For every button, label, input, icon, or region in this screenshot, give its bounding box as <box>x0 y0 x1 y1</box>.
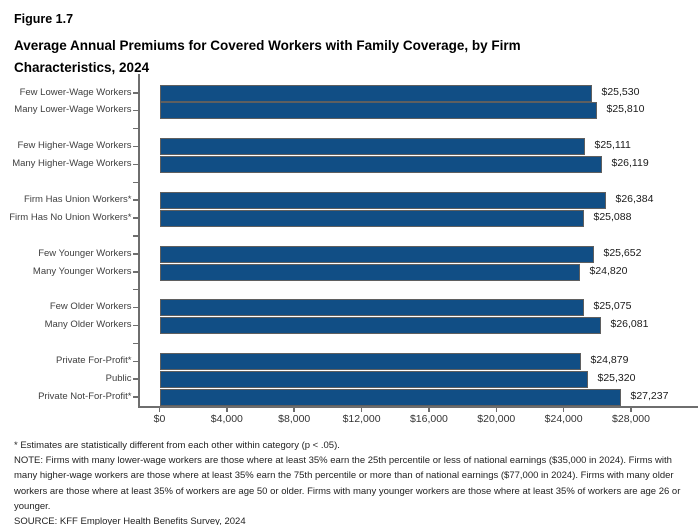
x-axis-tick <box>428 407 430 412</box>
x-axis-tick <box>495 407 498 412</box>
category-label: Private For-Profit* <box>56 355 132 366</box>
footnotes: * Estimates are statistically different … <box>14 438 690 525</box>
category-label: Few Younger Workers <box>38 247 132 259</box>
category-tick <box>132 324 138 327</box>
category-label: Firm Has Union Workers* <box>23 193 132 205</box>
bar <box>159 84 592 102</box>
category-tick <box>132 378 138 380</box>
bar <box>159 209 584 227</box>
value-label: $25,810 <box>606 103 645 116</box>
value-label: $24,820 <box>589 264 628 277</box>
category-label: Public <box>105 372 132 384</box>
x-axis-tick-label: $8,000 <box>278 412 311 425</box>
value-label: $26,384 <box>615 192 654 205</box>
bar <box>159 102 597 120</box>
category-label: Private Not-For-Profit* <box>38 390 132 402</box>
x-axis-tick-label: $28,000 <box>612 412 650 425</box>
value-label: $27,237 <box>630 389 669 402</box>
bar <box>159 245 594 263</box>
x-axis-tick-label: $20,000 <box>477 412 516 425</box>
category-tick <box>132 145 138 148</box>
x-axis-tick <box>630 407 632 412</box>
category-tick <box>132 396 138 398</box>
bar <box>159 388 621 406</box>
bar <box>159 138 585 156</box>
value-label: $25,111 <box>594 139 631 152</box>
bar <box>159 370 588 388</box>
x-axis-tick <box>562 407 565 412</box>
footnote-significance: * Estimates are statistically different … <box>14 440 340 451</box>
x-axis-tick <box>158 407 161 412</box>
x-axis-tick-label: $12,000 <box>342 412 381 425</box>
category-label: Many Higher-Wage Workers <box>12 158 132 170</box>
category-tick <box>132 199 138 201</box>
value-label: $25,652 <box>603 246 642 259</box>
category-tick <box>132 360 138 362</box>
category-label: Many Older Workers <box>44 319 132 331</box>
x-axis-tick <box>293 407 295 412</box>
value-label: $25,320 <box>597 371 636 384</box>
footnote-source: SOURCE: KFF Employer Health Benefits Sur… <box>14 516 246 525</box>
x-axis-tick-label: $0 <box>153 412 166 425</box>
value-label: $25,088 <box>593 210 632 223</box>
category-tick <box>132 235 138 237</box>
figure-title: Average Annual Premiums for Covered Work… <box>14 38 521 75</box>
value-label: $24,879 <box>590 354 629 366</box>
x-axis-tick-label: $16,000 <box>409 412 448 425</box>
category-tick <box>132 163 138 166</box>
x-axis-line <box>137 405 698 408</box>
bar <box>159 191 606 209</box>
footnote-note: NOTE: Firms with many lower-wage workers… <box>14 455 681 512</box>
category-label: Firm Has No Union Workers* <box>9 211 132 223</box>
value-label: $25,075 <box>593 300 632 313</box>
bar <box>159 263 580 281</box>
bar <box>159 317 601 335</box>
value-label: $26,081 <box>610 318 649 331</box>
category-label: Few Lower-Wage Workers <box>19 86 132 98</box>
category-tick <box>132 288 138 291</box>
category-tick <box>132 127 138 130</box>
x-axis-tick <box>226 407 228 412</box>
category-tick <box>132 92 138 94</box>
category-tick <box>132 271 138 273</box>
y-axis-line <box>137 74 140 408</box>
category-tick <box>132 306 138 309</box>
value-label: $25,530 <box>601 85 640 98</box>
bar <box>159 156 602 174</box>
x-axis-tick-label: $24,000 <box>544 412 583 425</box>
category-label: Few Older Workers <box>49 301 132 313</box>
category-label: Few Higher-Wage Workers <box>17 140 132 152</box>
value-label: $26,119 <box>611 157 649 170</box>
x-axis-tick <box>360 407 363 412</box>
figure-number: Figure 1.7 <box>14 12 74 26</box>
category-label: Many Younger Workers <box>32 265 132 277</box>
category-tick <box>132 181 138 183</box>
category-tick <box>132 253 138 255</box>
category-tick <box>132 109 138 112</box>
bar <box>159 353 581 370</box>
bar-chart: Few Lower-Wage Workers $25,530 Many Lower-… <box>9 74 698 425</box>
category-tick <box>132 342 138 345</box>
category-tick <box>132 217 138 219</box>
x-axis-tick-label: $4,000 <box>210 412 243 425</box>
figure-header: Figure 1.7 Average Annual Premiums for C… <box>14 12 599 79</box>
bar <box>159 299 584 317</box>
category-label: Many Lower-Wage Workers <box>14 104 132 116</box>
